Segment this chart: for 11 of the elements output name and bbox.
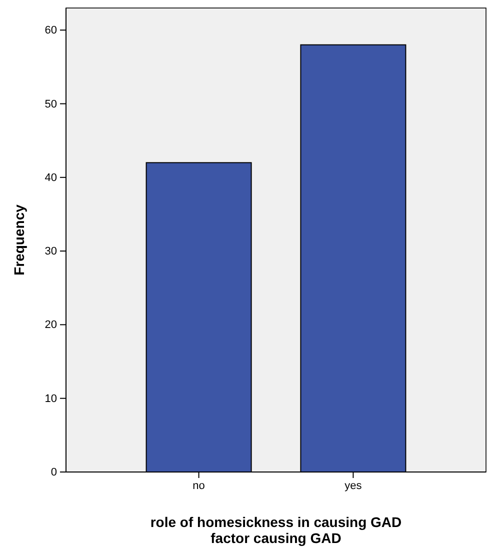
y-tick-label: 0 [50, 466, 57, 479]
y-tick-label: 20 [44, 319, 57, 332]
y-tick-label: 40 [44, 172, 57, 184]
y-tick-label: 50 [44, 98, 57, 110]
x-tick-label: no [192, 480, 205, 492]
y-tick-label: 60 [44, 24, 57, 37]
y-axis-title: Frequency [11, 204, 27, 276]
x-tick-label: yes [344, 480, 362, 492]
y-tick-label: 10 [44, 392, 57, 405]
y-tick-label: 30 [44, 246, 57, 258]
x-axis-title: role of homesickness in causing GAD factor causing GAD [150, 514, 402, 546]
